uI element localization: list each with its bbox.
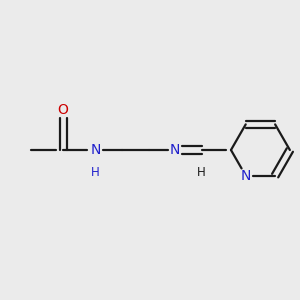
Text: O: O xyxy=(58,103,69,117)
Text: H: H xyxy=(91,166,100,178)
Text: N: N xyxy=(90,143,101,157)
Text: N: N xyxy=(241,169,251,183)
Text: H: H xyxy=(197,166,206,178)
Text: N: N xyxy=(170,143,180,157)
